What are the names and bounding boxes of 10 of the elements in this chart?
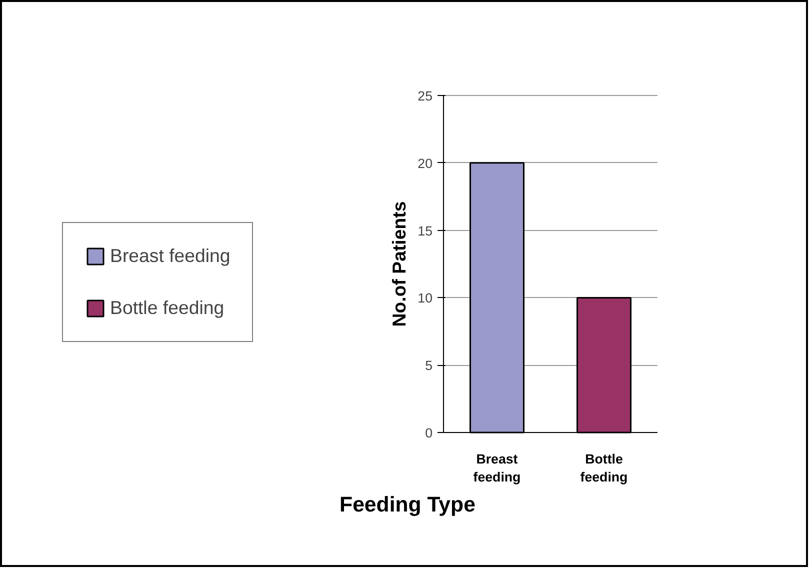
- legend-label: Bottle feeding: [110, 297, 224, 319]
- y-axis-title: No.of Patients: [388, 201, 410, 327]
- y-tick-label: 5: [425, 358, 433, 374]
- y-tick-label: 25: [418, 88, 433, 104]
- y-tick-label: 20: [418, 156, 433, 171]
- x-axis-title: Feeding Type: [340, 492, 476, 516]
- y-tick-label: 10: [418, 290, 433, 306]
- y-tick-label: 15: [418, 223, 433, 238]
- legend-label: Breast feeding: [110, 245, 230, 267]
- y-tick-label: 0: [425, 426, 433, 440]
